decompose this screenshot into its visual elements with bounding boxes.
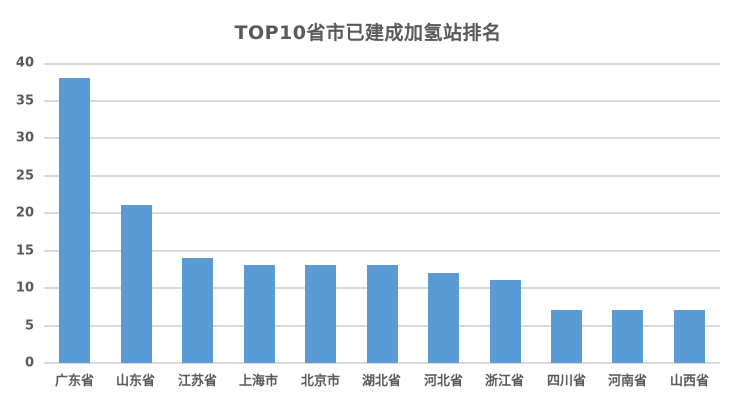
x-tick-label: 山西省 (669, 374, 709, 389)
bar-河北省 (428, 273, 459, 363)
gridline (44, 100, 720, 102)
bar-山东省 (121, 205, 152, 363)
y-tick-label: 40 (15, 55, 34, 71)
y-tick-label: 15 (15, 243, 34, 259)
x-tick-label: 江苏省 (177, 374, 217, 389)
y-tick-label: 20 (15, 205, 34, 221)
plot-area (44, 63, 720, 364)
bar-江苏省 (182, 258, 213, 363)
x-tick-label: 北京市 (300, 374, 340, 389)
bar-四川省 (551, 310, 582, 363)
y-tick-label: 5 (24, 318, 34, 334)
bar-北京市 (305, 265, 336, 363)
bar-上海市 (244, 265, 275, 363)
gridline (44, 212, 720, 214)
x-axis: 广东省 山东省 江苏省 上海市 北京市 湖北省 河北省 浙江省 四川省 河南省 山西省 (44, 370, 720, 392)
x-tick-label: 浙江省 (484, 374, 524, 389)
x-tick-label: 广东省 (54, 374, 94, 389)
y-tick-label: 25 (15, 168, 34, 184)
y-tick-label: 30 (15, 130, 34, 146)
gridline (44, 63, 720, 65)
x-tick-label: 河南省 (607, 374, 647, 389)
bar-湖北省 (367, 265, 398, 363)
gridline (44, 250, 720, 252)
x-tick-label: 上海市 (238, 374, 278, 389)
bar-山西省 (674, 310, 705, 363)
gridline (44, 175, 720, 177)
x-tick-label: 河北省 (423, 374, 463, 389)
x-tick-label: 四川省 (546, 374, 586, 389)
bar-河南省 (612, 310, 643, 363)
chart-title: TOP10省市已建成加氢站排名 (234, 22, 502, 44)
y-axis: 0 5 10 15 20 25 30 35 40 (0, 56, 36, 371)
bar-广东省 (59, 78, 90, 363)
x-tick-label: 山东省 (115, 374, 155, 389)
gridline (44, 137, 720, 139)
gridline (44, 362, 720, 364)
y-tick-label: 0 (24, 355, 34, 371)
y-tick-label: 10 (15, 280, 34, 296)
x-tick-label: 湖北省 (361, 374, 401, 389)
y-tick-label: 35 (15, 93, 34, 109)
bar-浙江省 (490, 280, 521, 363)
